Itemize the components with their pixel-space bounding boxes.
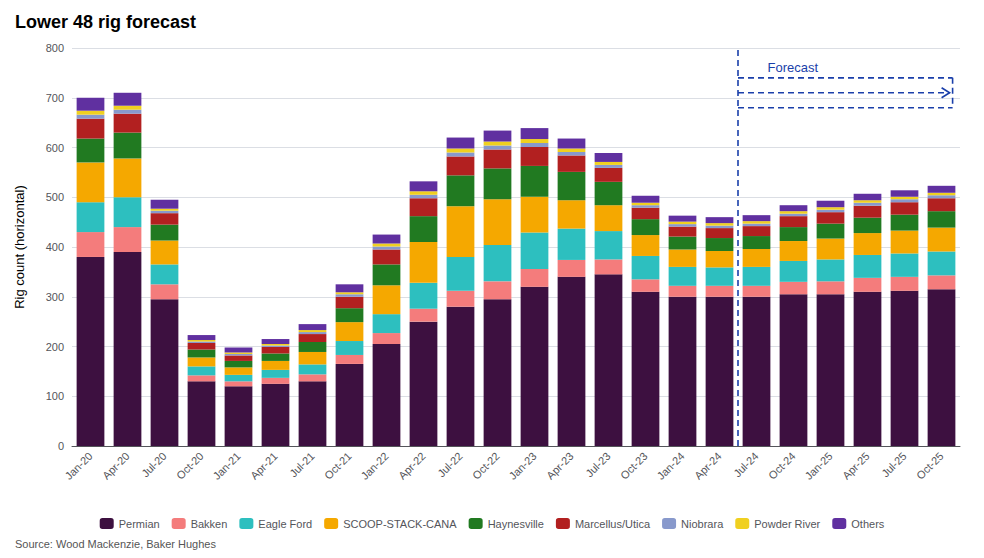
- svg-text:Apr-23: Apr-23: [544, 450, 576, 482]
- svg-text:Apr-21: Apr-21: [248, 450, 280, 482]
- svg-text:Forecast: Forecast: [768, 60, 819, 75]
- svg-text:Jan-25: Jan-25: [803, 450, 835, 482]
- svg-text:100: 100: [46, 390, 64, 402]
- svg-text:Apr-24: Apr-24: [692, 450, 724, 482]
- svg-text:Oct-24: Oct-24: [766, 450, 798, 482]
- svg-text:Powder River: Powder River: [754, 518, 820, 530]
- svg-text:Jul-20: Jul-20: [139, 450, 169, 480]
- svg-text:500: 500: [46, 191, 64, 203]
- svg-text:Apr-25: Apr-25: [840, 450, 872, 482]
- svg-text:Jan-23: Jan-23: [507, 450, 539, 482]
- svg-text:Lower 48 rig forecast: Lower 48 rig forecast: [15, 12, 196, 32]
- svg-text:Source: Wood Mackenzie, Baker: Source: Wood Mackenzie, Baker Hughes: [15, 538, 216, 550]
- svg-text:Jan-21: Jan-21: [211, 450, 243, 482]
- svg-text:600: 600: [46, 142, 64, 154]
- svg-text:Niobrara: Niobrara: [681, 518, 724, 530]
- svg-text:SCOOP-STACK-CANA: SCOOP-STACK-CANA: [343, 518, 457, 530]
- svg-text:Apr-22: Apr-22: [396, 450, 428, 482]
- svg-text:Permian: Permian: [119, 518, 160, 530]
- svg-text:400: 400: [46, 241, 64, 253]
- svg-text:Haynesville: Haynesville: [488, 518, 544, 530]
- svg-text:Rig count (horizontal): Rig count (horizontal): [12, 185, 27, 309]
- svg-text:0: 0: [58, 440, 64, 452]
- svg-text:Eagle Ford: Eagle Ford: [258, 518, 312, 530]
- svg-text:Jan-24: Jan-24: [655, 450, 687, 482]
- svg-text:Oct-25: Oct-25: [914, 450, 946, 482]
- svg-text:Jul-23: Jul-23: [583, 450, 613, 480]
- svg-text:700: 700: [46, 92, 64, 104]
- svg-text:Jul-22: Jul-22: [435, 450, 465, 480]
- svg-text:Oct-20: Oct-20: [174, 450, 206, 482]
- svg-text:Jul-21: Jul-21: [287, 450, 317, 480]
- svg-text:Jul-25: Jul-25: [879, 450, 909, 480]
- svg-text:200: 200: [46, 341, 64, 353]
- svg-text:Bakken: Bakken: [191, 518, 228, 530]
- svg-text:800: 800: [46, 42, 64, 54]
- svg-text:Jan-22: Jan-22: [359, 450, 391, 482]
- svg-text:300: 300: [46, 291, 64, 303]
- svg-text:Oct-23: Oct-23: [618, 450, 650, 482]
- svg-text:Apr-20: Apr-20: [100, 450, 132, 482]
- svg-text:Jul-24: Jul-24: [731, 450, 761, 480]
- svg-text:Jan-20: Jan-20: [63, 450, 95, 482]
- svg-text:Oct-22: Oct-22: [470, 450, 502, 482]
- svg-text:Marcellus/Utica: Marcellus/Utica: [575, 518, 651, 530]
- svg-text:Others: Others: [851, 518, 885, 530]
- svg-text:Oct-21: Oct-21: [322, 450, 354, 482]
